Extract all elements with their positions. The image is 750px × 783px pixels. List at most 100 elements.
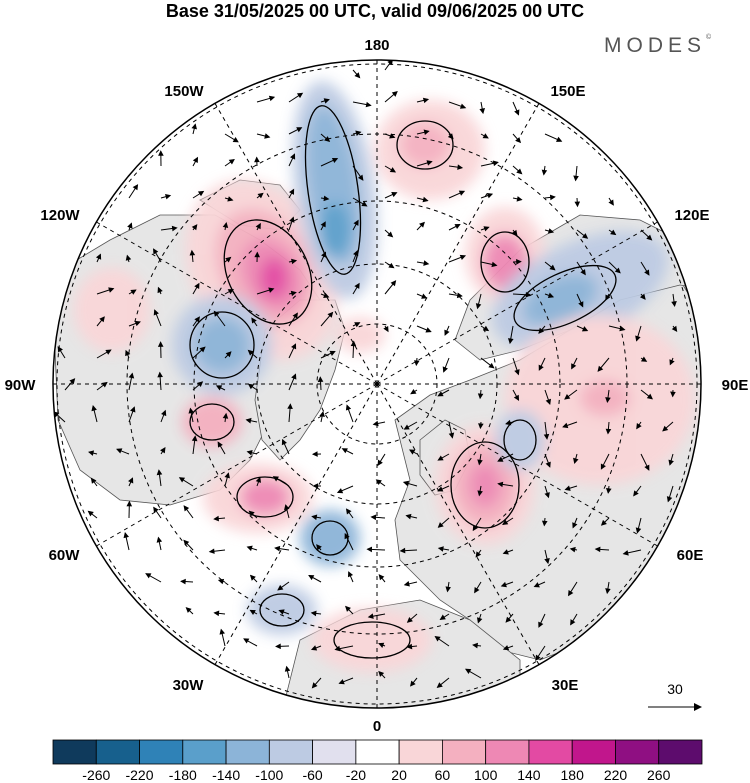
wind-arrow-head [289,188,295,195]
wind-arrow-head [472,642,478,649]
meridian-labels: 180 150E 120E 90E 60E 30E 0 30W 60W 90W … [5,37,749,735]
colorbar-tick-label: -260 [82,767,110,783]
anomaly-contours [189,105,617,659]
meridian-line [214,383,378,665]
wind-arrow-head [185,607,192,613]
lon-label-120w: 120W [40,207,80,224]
wind-arrow-head [507,338,514,345]
wind-arrow-head [486,193,494,199]
wind-arrow-head [290,153,296,160]
anomaly-ridge-atlantic-core [240,479,290,515]
wind-arrow-head [316,544,322,551]
wind-arrow-head [189,249,196,256]
colorbar-tick-label: -140 [212,767,240,783]
wind-arrow-head [248,510,255,517]
wind-arrow-head [378,670,385,677]
wind-arrow-head [600,519,607,526]
wind-arrow-head [570,619,576,626]
meridian-line [376,383,658,547]
wind-arrow-head [439,614,446,621]
vector-scale: 30 [648,681,702,711]
wind-arrow-head [341,448,348,454]
wind-arrow-head [217,441,223,448]
wind-arrow-head [199,346,206,353]
wind-arrow-head [556,136,563,142]
wind-arrow-head [130,289,137,295]
wind-arrow-head [671,325,678,333]
wind-arrow-head [535,654,541,661]
wind-arrow-head [191,123,197,130]
wind-arrow-head [377,459,383,466]
anomaly-ridge-west-america [74,268,150,352]
wind-arrow-head [434,635,441,642]
wind-arrow-head [197,190,205,197]
wind-arrow-head [639,293,646,300]
wind-arrow-head [225,256,232,263]
wind-arrow-head [413,360,420,367]
colorbar-swatch [52,739,97,765]
contour-trough-scandinavia [503,419,537,461]
wind-arrow-head [568,590,574,597]
wind-arrow-head [268,287,275,293]
wind-arrow-head [99,316,105,323]
wind-arrow-head [472,524,479,532]
wind-arrow-head [367,613,374,619]
wind-arrow-head [345,508,352,515]
wind-arrow-head [605,397,611,403]
wind-arrow-head [605,588,611,595]
wind-arrow-head [246,450,253,456]
wind-arrow-head [437,522,444,528]
wind-arrow-head [578,301,584,308]
wind-arrow-head [69,378,76,385]
wind-arrow-head [437,546,444,552]
colorbar-swatch [312,739,357,765]
meridian-line [376,221,658,385]
wind-arrow-head [227,196,234,202]
colorbar-tick-label: 20 [391,767,407,783]
wind-arrow-head [165,193,172,200]
wind-arrow-head [581,233,589,239]
colorbar-tick-label: -60 [302,767,322,783]
wind-arrow-head [410,388,417,395]
contour-trough-azores [259,593,305,627]
wind-arrow-head [477,459,483,466]
contour-ridge-atlantic [236,476,294,518]
wind-arrow-head [145,573,152,579]
wind-arrow-head [545,461,551,468]
wind-arrow-head [191,435,198,442]
wind-arrow-head [442,366,448,373]
wind-arrow-head [323,98,330,104]
meridian-line [96,383,378,547]
wind-arrow-head [225,351,232,358]
wind-arrow-head [219,628,226,635]
meridian-line [376,103,540,385]
wind-arrow-head [291,373,297,380]
wind-arrow-head [437,455,444,461]
wind-arrow-head [572,522,578,529]
colorbar-swatch [95,739,140,765]
wind-arrow-head [622,550,629,556]
contour-trough-canada [189,311,255,379]
wind-arrow-head [614,267,621,274]
wind-arrow-head [497,481,504,488]
wind-arrow-head [245,417,252,424]
wind-arrow-head [183,505,190,512]
wind-arrow-head [445,586,451,593]
wind-arrow-head [516,196,523,202]
anomaly-trough-north-atlantic [300,510,360,566]
wind-arrow-head [284,504,290,511]
wind-arrow-head [419,221,425,228]
wind-arrow-head [296,127,303,133]
wind-arrow-head [669,359,675,366]
meridian-line [376,383,540,665]
wind-arrow-head [403,580,410,587]
wind-arrow-head [157,341,164,347]
wind-arrow-head [311,682,318,689]
wind-arrow-head [311,514,318,521]
wind-arrow-head [514,109,520,116]
wind-arrow-head [312,483,319,489]
wind-arrow-head [423,260,430,266]
wind-arrow-head [228,158,235,165]
wind-arrow-head [134,320,141,327]
